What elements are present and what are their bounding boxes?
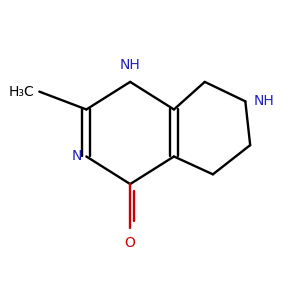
Text: NH: NH [254, 94, 274, 108]
Text: NH: NH [120, 58, 140, 72]
Text: O: O [125, 236, 136, 250]
Text: H₃C: H₃C [9, 85, 34, 99]
Text: N: N [71, 149, 82, 164]
